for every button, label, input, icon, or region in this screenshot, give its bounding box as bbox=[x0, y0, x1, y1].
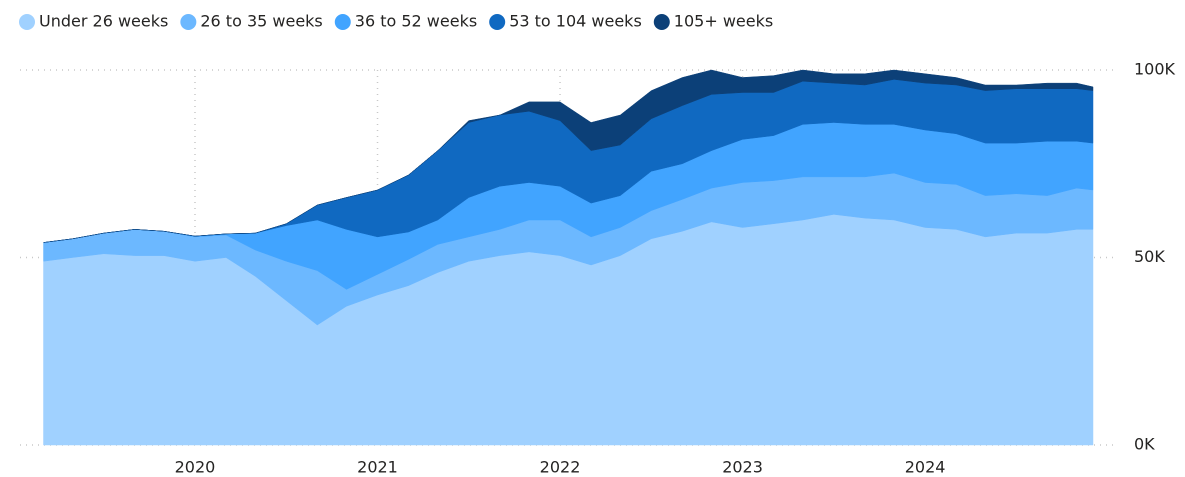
legend-marker bbox=[19, 14, 35, 30]
legend-label: Under 26 weeks bbox=[39, 12, 168, 31]
area bbox=[43, 69, 1094, 243]
legend-label: 53 to 104 weeks bbox=[509, 12, 642, 31]
y-tick-label: 50K bbox=[1134, 247, 1165, 266]
y-tick-label: 0K bbox=[1134, 435, 1155, 454]
y-tick-label: 100K bbox=[1134, 60, 1176, 79]
x-tick-label: 2023 bbox=[722, 458, 763, 477]
x-tick-label: 2020 bbox=[175, 458, 216, 477]
legend-marker bbox=[334, 14, 351, 30]
legend-label: 36 to 52 weeks bbox=[355, 12, 477, 31]
legend-label: 105+ weeks bbox=[674, 12, 773, 31]
x-tick-label: 2021 bbox=[357, 458, 398, 477]
legend-marker bbox=[180, 14, 197, 30]
x-tick-label: 2022 bbox=[540, 458, 581, 477]
x-tick-label: 2024 bbox=[905, 458, 946, 477]
legend-marker bbox=[653, 14, 670, 30]
legend-label: 26 to 35 weeks bbox=[200, 12, 322, 31]
legend-marker bbox=[489, 14, 506, 30]
